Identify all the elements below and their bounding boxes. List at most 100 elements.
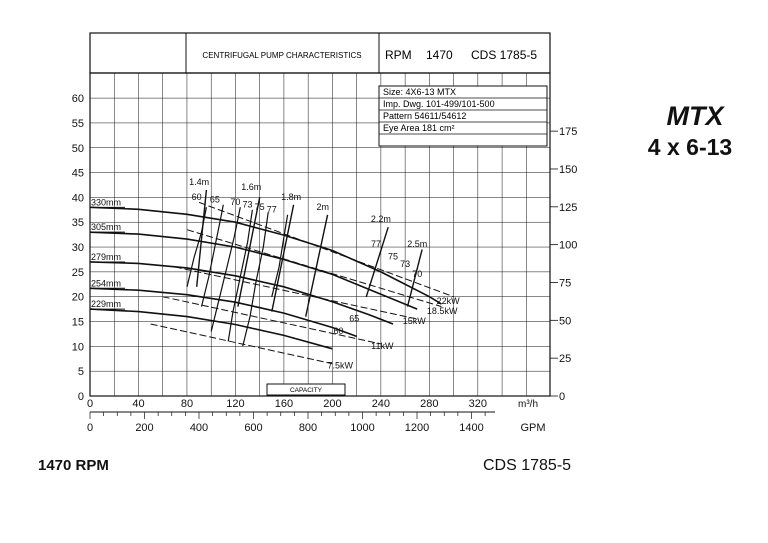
x-tick-label-gpm: 200 [135,422,153,434]
npsh-line-2m [305,214,329,317]
impeller-label-254mm: 254mm [91,278,121,288]
x-tick-label-gpm: 800 [299,422,317,434]
power-line-15kW [174,266,418,320]
y-tick-label-left: 10 [72,341,84,353]
x-tick-label-gpm: 400 [190,422,208,434]
power-label: 18.5kW [427,306,458,316]
y-tick-label-left: 15 [72,317,84,329]
npsh-line-1.4m [196,189,208,287]
x-tick-label-m3h: 40 [132,398,144,410]
x-tick-label-gpm: 1400 [459,422,483,434]
npsh-line-1.6m [237,197,261,307]
efficiency-label: 75 [388,251,398,261]
chart-title: CENTRIFUGAL PUMP CHARACTERISTICS [202,51,361,60]
y-tick-label-right: 50 [559,315,571,327]
impeller-label-305mm: 305mm [91,222,121,232]
npsh-line-2.2m [365,226,389,297]
npsh-label: 2m [316,202,329,212]
footer-cds: CDS 1785-5 [483,457,572,474]
efficiency-label: 65 [349,314,359,324]
efficiency-label: 73 [243,199,253,209]
y-tick-label-left: 0 [78,391,84,403]
efficiency-contour-73 [227,209,253,342]
x-tick-label-m3h: 0 [87,398,93,410]
npsh-line-1.8m [271,204,295,312]
header-cds: CDS 1785-5 [471,48,537,62]
y-tick-label-left: 25 [72,267,84,279]
efficiency-label: 65 [210,194,220,204]
y-tick-label-left: 40 [72,192,84,204]
power-line-11kW [162,296,382,345]
x-tick-label-m3h: 160 [275,398,293,410]
rpm-value: 1470 [426,48,453,62]
efficiency-label: 75 [255,202,265,212]
y-tick-label-right: 100 [559,240,577,252]
x-tick-label-m3h: 280 [420,398,438,410]
x-tick-label-gpm: 600 [244,422,262,434]
x-tick-label-m3h: 240 [372,398,390,410]
efficiency-contour-65 [200,204,224,307]
y-tick-label-left: 30 [72,242,84,254]
efficiency-label: 77 [267,204,277,214]
y-tick-label-right: 0 [559,391,565,403]
y-tick-label-left: 50 [72,143,84,155]
y-tick-label-left: 60 [72,93,84,105]
x-tick-label-m3h: 80 [181,398,193,410]
capacity-label: CAPACITY [290,387,323,394]
efficiency-label: 70 [412,269,422,279]
y-tick-label-right: 25 [559,353,571,365]
footer-rpm: 1470 RPM [38,457,109,474]
x-tick-label-m3h: 200 [323,398,341,410]
info-eye-area: Eye Area 181 cm² [383,123,455,133]
power-label: 7.5kW [328,361,354,371]
model-name: MTX [666,101,724,131]
model-size: 4 x 6-13 [647,134,733,160]
y-tick-label-left: 35 [72,217,84,229]
efficiency-label: 77 [371,239,381,249]
header-frame [89,32,551,74]
y-tick-label-right: 75 [559,277,571,289]
info-pattern: Pattern 54611/54612 [383,111,466,121]
efficiency-contour-77 [271,214,289,297]
x-tick-label-gpm: 0 [87,422,93,434]
chart-marks [89,189,454,365]
efficiency-contour-75 [242,212,269,347]
impeller-curve-279mm [89,261,394,325]
info-imp-dwg: Imp. Dwg. 101-499/101-500 [383,99,495,109]
impeller-label-229mm: 229mm [91,299,121,309]
npsh-label: 1.6m [241,182,261,192]
npsh-label: 1.8m [281,192,301,202]
x-tick-label-m3h: 320 [469,398,487,410]
power-label: 22kW [437,296,461,306]
power-line-18.5kW [186,229,442,308]
power-label: 15kW [403,316,427,326]
y-tick-label-right: 150 [559,164,577,176]
impeller-curve-254mm [89,287,357,338]
y-tick-label-left: 45 [72,168,84,180]
x-tick-label-gpm: 1200 [405,422,429,434]
x-tick-label-gpm: 1000 [350,422,374,434]
npsh-label: 1.4m [189,177,209,187]
impeller-label-279mm: 279mm [91,252,121,262]
npsh-label: 2.5m [407,239,427,249]
y-tick-label-right: 175 [559,126,577,138]
capacity-box [266,383,346,396]
y-tick-label-left: 5 [78,366,84,378]
y-tick-label-left: 20 [72,292,84,304]
y-tick-label-left: 55 [72,118,84,130]
x-unit-secondary: GPM [520,422,545,434]
power-label: 11kW [371,341,394,351]
npsh-label: 2.2m [371,214,391,224]
efficiency-label: 60 [333,326,343,336]
power-line-7.5kW [150,323,333,365]
efficiency-label: 70 [230,197,240,207]
x-unit-primary: m³/h [518,399,538,410]
impeller-label-330mm: 330mm [91,197,121,207]
x-tick-label-m3h: 120 [226,398,244,410]
impeller-curve-229mm [89,308,333,350]
impeller-curve-305mm [89,231,418,310]
efficiency-contour-70 [210,207,241,332]
power-line-22kW [198,201,454,298]
chart-labels: 0510152025303540455055600255075100125150… [72,93,578,434]
